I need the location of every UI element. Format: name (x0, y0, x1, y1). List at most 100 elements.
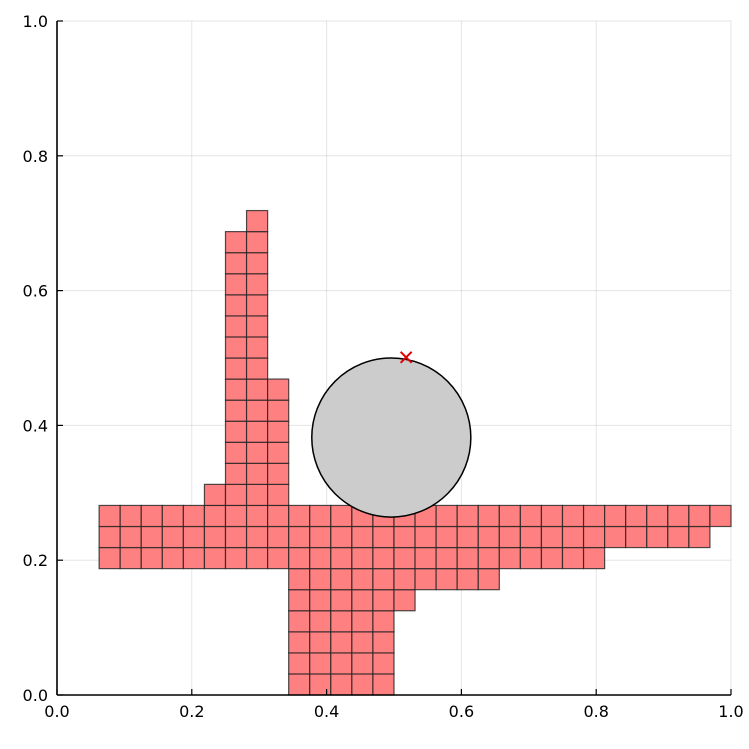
grid-cell (245, 504, 269, 528)
grid-cell (667, 504, 690, 528)
grid-cell (267, 378, 290, 401)
grid-cell (309, 652, 332, 675)
grid-cell (267, 399, 290, 422)
grid-cell (245, 378, 269, 401)
grid-cell (309, 525, 332, 549)
grid-cell (372, 631, 395, 654)
grid-cell (604, 525, 627, 549)
x-tick-label: 1.0 (718, 702, 743, 721)
grid-cell (582, 546, 606, 570)
grid-cell (119, 546, 142, 570)
grid-cell (456, 546, 479, 570)
grid-cell (119, 525, 142, 549)
x-marker (399, 351, 413, 364)
grid-cell (561, 546, 585, 570)
grid-cell (477, 525, 500, 549)
grid-cell (540, 546, 564, 570)
y-tick-label: 0.8 (23, 147, 48, 166)
grid-cell (224, 378, 248, 401)
grid-cell (224, 462, 248, 485)
circle-obstacle (311, 357, 472, 518)
grid-cell (267, 462, 290, 485)
grid-cell (224, 336, 248, 359)
grid-cell (625, 525, 648, 549)
grid-cell (288, 589, 311, 612)
grid-cell (98, 504, 121, 528)
grid-cell (372, 673, 395, 696)
grid-cell (288, 504, 311, 528)
grid-cell (245, 209, 269, 233)
grid-cell (309, 504, 332, 528)
grid-cell (224, 420, 248, 443)
grid-cell (224, 231, 248, 254)
grid-cell (435, 568, 458, 591)
grid-cell (709, 504, 732, 528)
grid-cell (393, 589, 416, 612)
grid-cell (456, 568, 479, 591)
grid-cell (245, 420, 269, 443)
grid-cell (309, 631, 332, 654)
grid-cell (351, 568, 374, 591)
grid-cell (519, 504, 543, 528)
grid-cell (351, 610, 374, 633)
y-tick-label: 0.4 (23, 416, 48, 435)
grid-cell (582, 525, 606, 549)
grid-cell (372, 589, 395, 612)
grid-cell (182, 546, 206, 570)
grid-cell (245, 357, 269, 380)
y-tick-label: 1.0 (23, 12, 48, 31)
grid-cell (224, 483, 248, 507)
grid-cell (561, 525, 585, 549)
grid-cell (604, 504, 627, 528)
grid-cell (245, 462, 269, 485)
grid-cell (351, 631, 374, 654)
grid-cell (245, 441, 269, 464)
grid-cell (161, 525, 184, 549)
grid-cell (267, 546, 290, 570)
grid-cell (625, 504, 648, 528)
grid-cell (519, 546, 543, 570)
grid-cell (119, 504, 142, 528)
grid-cell (161, 504, 184, 528)
grid-cell (540, 504, 564, 528)
grid-cell (646, 504, 669, 528)
grid-cell (267, 441, 290, 464)
grid-cell (224, 504, 248, 528)
grid-cell (372, 546, 395, 570)
grid-cell (245, 546, 269, 570)
grid-cell (372, 525, 395, 549)
grid-cell (561, 504, 585, 528)
grid-cell (245, 525, 269, 549)
cells-layer (98, 209, 732, 696)
grid-cell (414, 546, 437, 570)
x-tick-label: 0.0 (44, 702, 69, 721)
grid-cell (288, 546, 311, 570)
grid-cell (582, 504, 606, 528)
grid-cell (477, 568, 500, 591)
y-tick-label: 0.0 (23, 686, 48, 705)
grid-cell (182, 525, 206, 549)
grid-cell (288, 631, 311, 654)
grid-cell (245, 399, 269, 422)
grid-cell (224, 441, 248, 464)
grid-cell (267, 420, 290, 443)
grid-cell (372, 610, 395, 633)
grid-cell (351, 673, 374, 696)
grid-cell (245, 315, 269, 338)
grid-cell (224, 294, 248, 317)
grid-cell (414, 525, 437, 549)
grid-cell (140, 525, 163, 549)
grid-cell (224, 399, 248, 422)
grid-cell (498, 504, 521, 528)
grid-cell (646, 525, 669, 549)
grid-cell (309, 589, 332, 612)
grid-cell (245, 294, 269, 317)
grid-cell (288, 652, 311, 675)
grid-cell (393, 568, 416, 591)
grid-cell (309, 568, 332, 591)
grid-cell (203, 546, 227, 570)
grid-cell (245, 273, 269, 296)
grid-cell (498, 546, 521, 570)
grid-cell (393, 546, 416, 570)
